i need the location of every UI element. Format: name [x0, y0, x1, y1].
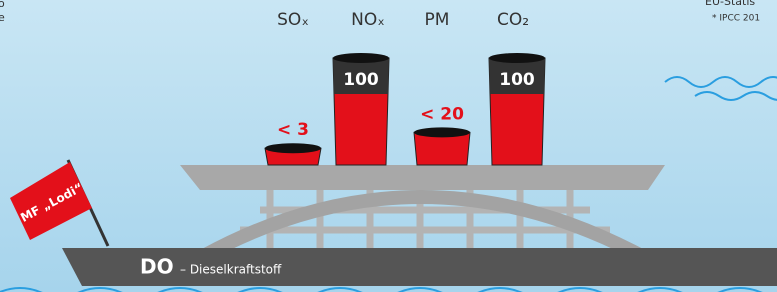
- value-label: 100: [499, 70, 535, 90]
- value-label: 100: [343, 70, 379, 90]
- funnel-top: [265, 143, 321, 153]
- fragment-text: o: [0, 0, 5, 10]
- funnel-top: [414, 127, 470, 137]
- source-text: EU-Statis: [705, 0, 755, 8]
- fragment-text: e: [0, 11, 5, 24]
- funnel-top: [333, 53, 389, 63]
- hull-code: DO: [140, 255, 174, 279]
- category-label: SOₓ: [277, 10, 309, 30]
- deck: [180, 165, 665, 190]
- source-note: * IPCC 201: [712, 14, 760, 24]
- category-label: CO₂: [497, 10, 529, 30]
- value-label: < 3: [277, 120, 309, 140]
- funnel-top: [489, 53, 545, 63]
- value-label: < 20: [420, 104, 464, 124]
- infographic: o e EU-Statis * IPCC 201 DO – Dieselkraf…: [0, 0, 777, 292]
- hull-text: – Dieselkraftstoff: [180, 263, 282, 277]
- category-label: NOₓ: [351, 10, 385, 30]
- category-label: PM: [425, 10, 450, 30]
